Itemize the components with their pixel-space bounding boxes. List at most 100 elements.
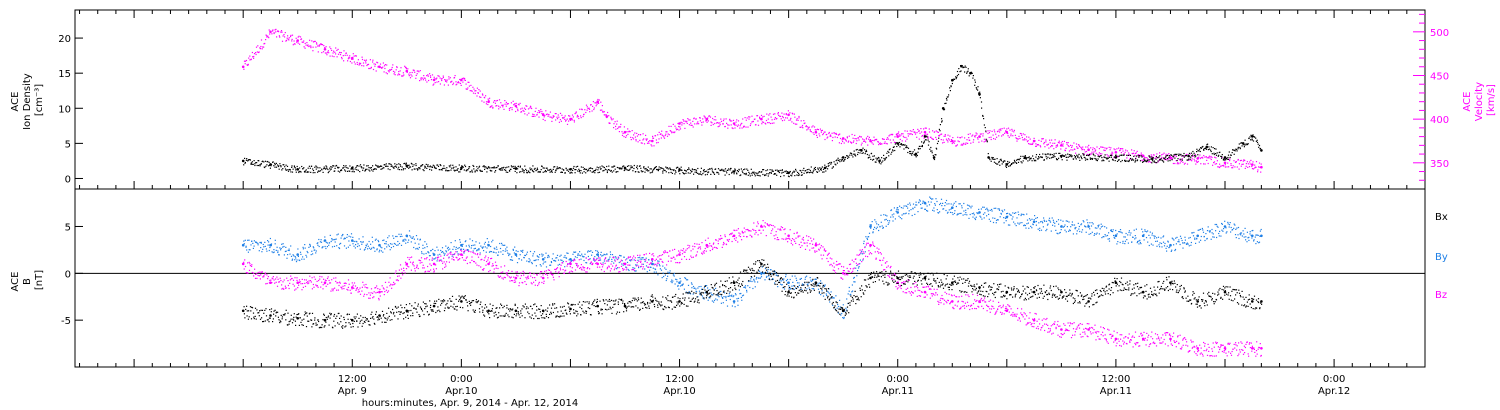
by-series-sample: [1024, 224, 1026, 227]
by-series-sample: [373, 247, 375, 249]
density-series-sample: [979, 97, 981, 99]
by-series-sample: [860, 250, 863, 252]
velocity-series-sample: [917, 130, 920, 132]
by-series-sample: [452, 248, 454, 250]
density-series-sample: [913, 154, 915, 156]
by-series-sample: [858, 266, 860, 268]
density-series-sample: [638, 171, 640, 173]
density-series-sample: [1175, 154, 1177, 156]
by-series-sample: [701, 295, 704, 297]
by-series-sample: [1200, 235, 1202, 238]
density-series-sample: [918, 145, 920, 147]
density-series-sample: [1090, 157, 1092, 160]
by-series-sample: [602, 262, 604, 264]
velocity-series-sample: [456, 83, 458, 85]
velocity-series-sample: [1003, 127, 1005, 129]
by-series-sample: [1237, 226, 1240, 229]
density-series-sample: [532, 170, 534, 172]
by-series-sample: [397, 240, 399, 243]
by-series-sample: [794, 275, 796, 277]
density-series-sample: [715, 168, 717, 170]
velocity-series-sample: [843, 138, 845, 140]
density-series-sample: [803, 172, 805, 174]
density-series-sample: [1254, 136, 1256, 138]
density-series-sample: [616, 166, 618, 169]
density-series-sample: [460, 168, 463, 170]
density-series-sample: [517, 165, 519, 167]
density-series-sample: [1233, 149, 1235, 151]
density-series-sample: [275, 162, 277, 164]
density-series-sample: [622, 165, 624, 167]
by-series-sample: [368, 240, 370, 243]
velocity-series-sample: [957, 136, 959, 138]
density-series-sample: [1231, 152, 1233, 154]
density-series-sample: [1203, 149, 1205, 151]
density-series-sample: [800, 170, 802, 172]
density-series-sample: [933, 158, 935, 160]
density-series-sample: [679, 168, 681, 170]
by-series-sample: [349, 244, 351, 246]
by-series-sample: [1211, 232, 1213, 234]
density-series-sample: [305, 169, 307, 171]
by-series-sample: [391, 243, 393, 245]
velocity-series-sample: [495, 100, 497, 102]
by-series-sample: [1184, 242, 1186, 244]
velocity-series-sample: [1169, 156, 1171, 158]
by-series-sample: [576, 256, 578, 259]
by-series-sample: [1188, 245, 1190, 247]
velocity-series-sample: [278, 31, 280, 33]
by-series-sample: [1224, 220, 1226, 222]
by-series-sample: [671, 282, 673, 284]
by-series-sample: [810, 279, 812, 281]
by-series-sample: [372, 246, 374, 248]
density-series-sample: [1227, 156, 1229, 159]
by-series-sample: [1066, 220, 1069, 222]
velocity-series-sample: [1227, 162, 1229, 164]
by-series-point: [787, 281, 790, 285]
velocity-series-point: [678, 122, 681, 125]
density-axis-label: ACE Ion Density [cm⁻³]: [10, 70, 45, 130]
velocity-series-sample: [710, 124, 712, 126]
density-series-sample: [591, 171, 593, 173]
by-series-sample: [445, 251, 448, 253]
velocity-series-sample: [907, 133, 909, 135]
by-series-sample: [979, 215, 981, 217]
by-series-sample: [493, 247, 495, 249]
velocity-series-sample: [621, 131, 623, 133]
top-panel-points: [241, 28, 1263, 178]
velocity-series-sample: [774, 113, 776, 115]
density-series-sample: [1191, 155, 1193, 157]
by-series-sample: [387, 237, 389, 239]
density-series-sample: [445, 170, 447, 172]
by-series-sample: [1128, 231, 1130, 234]
velocity-series-sample: [308, 45, 310, 48]
density-series-sample: [244, 161, 246, 164]
by-series-sample: [528, 258, 530, 260]
density-series-sample: [393, 167, 395, 169]
velocity-series-sample: [683, 123, 685, 125]
velocity-series-sample: [966, 139, 968, 141]
by-series-sample: [862, 259, 864, 261]
by-series-sample: [361, 243, 363, 245]
velocity-series-sample: [707, 117, 709, 119]
by-series-sample: [656, 264, 658, 266]
by-series-sample: [876, 226, 878, 228]
density-series-sample: [687, 172, 689, 174]
by-series-sample: [1174, 248, 1177, 251]
velocity-series-sample: [978, 141, 980, 143]
velocity-series-sample: [1045, 141, 1047, 143]
velocity-series-sample: [378, 66, 380, 68]
density-series-sample: [315, 165, 317, 167]
velocity-series-sample: [680, 121, 682, 123]
velocity-series-sample: [843, 142, 845, 144]
density-series-sample: [508, 166, 510, 168]
density-series-sample: [1024, 155, 1026, 157]
by-series-sample: [1071, 221, 1073, 223]
velocity-series-sample: [322, 51, 325, 53]
velocity-series-point: [487, 100, 490, 103]
by-series-sample: [903, 205, 905, 207]
by-series-sample: [943, 208, 945, 210]
density-series-sample: [932, 154, 934, 157]
density-series-sample: [607, 169, 609, 171]
density-series-sample: [997, 163, 999, 165]
